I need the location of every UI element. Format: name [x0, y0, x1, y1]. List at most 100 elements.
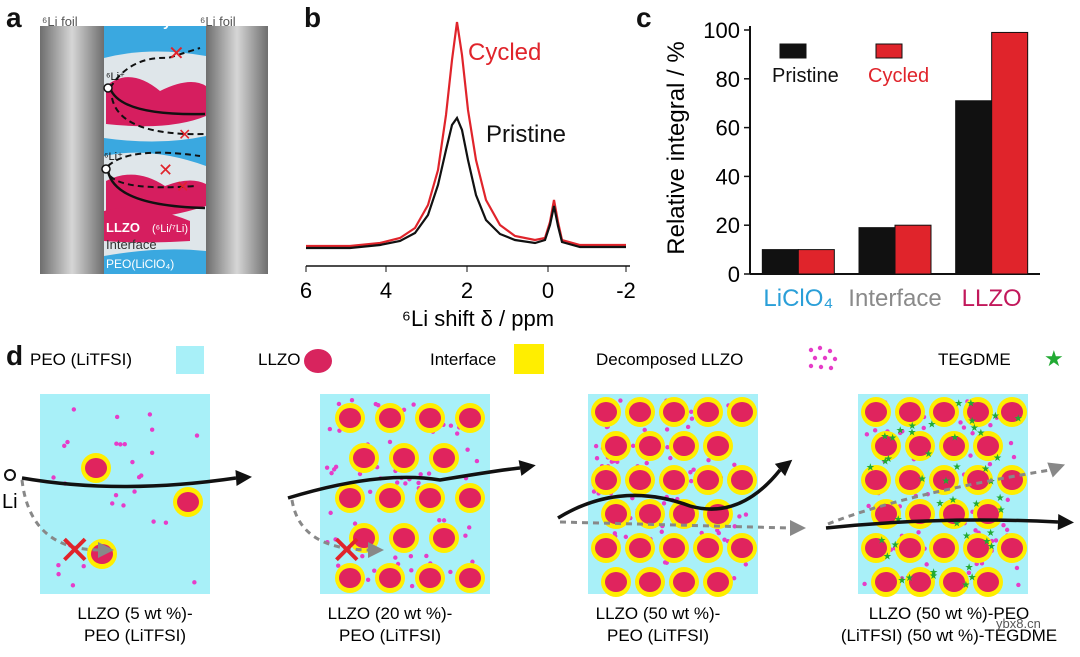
svg-text:★: ★	[970, 423, 979, 434]
svg-text:★: ★	[997, 505, 1006, 516]
svg-text:★: ★	[987, 477, 996, 488]
caption-3-line2: PEO (LiTFSI)	[606, 626, 709, 645]
arrowhead	[518, 460, 536, 476]
y-tick-label: 60	[716, 116, 740, 141]
caption-1-line1: LLZO (5 wt %)-	[77, 604, 193, 623]
legend-swatch-cycled	[875, 43, 903, 59]
arrowhead	[1047, 462, 1066, 478]
panel-c-label: c	[636, 2, 652, 33]
y-tick-label: 80	[716, 67, 740, 92]
y-axis-label: Relative integral / %	[663, 41, 690, 254]
svg-text:★: ★	[908, 421, 917, 432]
bar-pristine-0	[761, 249, 799, 275]
x-tick-label: 6	[300, 278, 312, 303]
left-li-foil	[40, 26, 104, 274]
legend-label-cycled: Cycled	[868, 65, 929, 87]
bar-cycled-0	[797, 249, 835, 275]
bar-cycled-1	[894, 224, 932, 275]
x-axis-label: ⁶Li shift δ / ppm	[402, 306, 554, 331]
bar-pristine-2	[955, 100, 993, 275]
svg-text:★: ★	[880, 432, 889, 443]
legend-decomposed-swatch	[808, 345, 838, 371]
svg-text:★: ★	[896, 425, 905, 436]
right-li-foil	[206, 26, 268, 274]
panel-d-schematics: ★★★★★★★★★★★★★★★★★★★★★★★★★★★★★★★★★ ★★★★★ ★★…	[2, 394, 1074, 597]
caption-4-line1: LLZO (50 wt %)-PEO	[868, 604, 1030, 623]
svg-text:★: ★	[894, 515, 903, 526]
x-tick-label: -2	[616, 278, 636, 303]
svg-text:★: ★	[976, 428, 985, 439]
caption-3-line1: LLZO (50 wt %)-	[595, 604, 721, 623]
caption-4: LLZO (50 wt %)-PEO (LiTFSI) (50 wt %)-TE…	[826, 603, 1072, 647]
arrowhead	[235, 470, 252, 486]
svg-text:★: ★	[1014, 414, 1023, 425]
arrowhead	[368, 542, 384, 558]
panel-a-schematic: ✕ ✕ ✕ ✕ ⁶Li foil Electrolyte ⁶Li foil ⁶L…	[40, 13, 268, 274]
svg-text:★: ★	[918, 474, 927, 485]
x-tick-label: 4	[380, 278, 392, 303]
panel-a-label: a	[6, 2, 22, 33]
x-tick-label: 2	[461, 278, 473, 303]
legend-llzo-label: LLZO	[258, 350, 301, 369]
arrowhead	[790, 520, 806, 536]
svg-text:★: ★	[948, 495, 957, 506]
ion-bottom-label: ⁶Li⁺	[104, 151, 123, 163]
li-label: Li	[2, 491, 18, 513]
svg-text:✕: ✕	[168, 43, 185, 65]
legend-label-pristine: Pristine	[772, 65, 839, 87]
li-path-arrow	[287, 466, 521, 500]
svg-text:★: ★	[962, 531, 971, 542]
svg-text:★: ★	[993, 453, 1002, 464]
x-ticks: 6 4 2 0 -2	[300, 266, 636, 303]
li-path-arrow	[825, 518, 1059, 530]
arrowhead	[774, 459, 793, 477]
panel-c-bar-chart: Relative integral / % 0 20 40 60 80 100 Prist…	[663, 18, 1040, 312]
category-label: LLZO	[962, 285, 1022, 312]
svg-text:★: ★	[927, 420, 936, 431]
svg-text:★: ★	[991, 411, 1000, 422]
y-tick-label: 0	[728, 262, 740, 287]
legend-llzo-swatch	[304, 349, 332, 373]
svg-text:✕: ✕	[176, 179, 189, 196]
arrowhead	[98, 542, 114, 558]
li-path-arrow	[557, 468, 782, 520]
llzo-label: LLZO	[106, 220, 140, 235]
panel-d-label: d	[6, 340, 24, 371]
svg-text:★: ★	[965, 562, 974, 573]
arrowhead	[1057, 514, 1074, 530]
legend-interface-swatch	[514, 344, 544, 374]
svg-text:★: ★	[952, 519, 961, 530]
y-tick-label: 100	[703, 18, 740, 43]
svg-text:★: ★	[924, 449, 933, 460]
watermark: ybx8.cn	[996, 616, 1041, 631]
svg-text:★: ★	[961, 580, 970, 591]
svg-text:★: ★	[950, 432, 959, 443]
svg-text:★: ★	[986, 528, 995, 539]
li-path-arrow	[21, 476, 237, 489]
bar-pristine-1	[858, 227, 896, 275]
svg-text:★: ★	[884, 454, 893, 465]
schematic-2	[320, 394, 490, 594]
foil-right-label: ⁶Li foil	[200, 14, 236, 29]
svg-text:★: ★	[968, 416, 977, 427]
svg-text:★: ★	[982, 536, 991, 547]
blocked-path-arrow	[559, 520, 791, 530]
svg-text:★: ★	[936, 499, 945, 510]
svg-text:★: ★	[972, 499, 981, 510]
blocked-x-icon: ✕	[58, 529, 92, 573]
blocked-x-icon: ✕	[330, 529, 364, 573]
svg-text:★: ★	[891, 540, 900, 551]
svg-text:★: ★	[987, 542, 996, 553]
caption-3: LLZO (50 wt %)- PEO (LiTFSI)	[588, 603, 728, 647]
caption-2: LLZO (20 wt %)- PEO (LiTFSI)	[320, 603, 460, 647]
legend-decomposed-label: Decomposed LLZO	[596, 350, 744, 369]
foil-left-label: ⁶Li foil	[42, 14, 78, 29]
legend-tegdme-label: TEGDME	[938, 350, 1011, 369]
legend-peo-label: PEO (LiTFSI)	[30, 350, 133, 369]
pristine-label: Pristine	[486, 121, 566, 148]
caption-4-line2: (LiTFSI) (50 wt %)-TEGDME	[840, 626, 1058, 645]
cycled-label: Cycled	[468, 39, 541, 66]
svg-text:★: ★	[942, 476, 951, 487]
caption-1-line2: PEO (LiTFSI)	[83, 626, 186, 645]
peo-label: PEO(LiClO₄)	[106, 257, 174, 271]
